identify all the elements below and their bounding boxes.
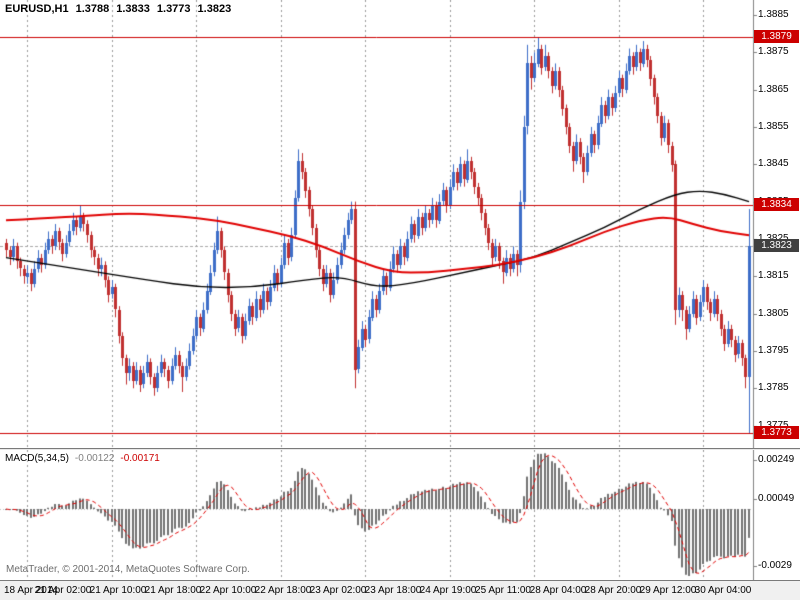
price-axis-label: 1.3785 — [758, 382, 789, 394]
price-axis-label: 1.3845 — [758, 158, 789, 170]
macd-name-label: MACD(5,34,5) — [5, 453, 69, 464]
price-axis-label: 1.3775 — [758, 420, 789, 432]
price-axis-label: 1.3865 — [758, 83, 789, 95]
time-axis-label: 30 Apr 04:00 — [694, 585, 752, 596]
time-axis-label: 24 Apr 19:00 — [419, 585, 477, 596]
macd-indicator-label: MACD(5,34,5) -0.00122 -0.00171 — [5, 453, 166, 464]
time-axis-label: 28 Apr 04:00 — [529, 585, 587, 596]
time-axis-label: 22 Apr 10:00 — [199, 585, 257, 596]
price-axis-label: 1.3855 — [758, 120, 789, 132]
metatrader-watermark: MetaTrader, © 2001-2014, MetaQuotes Soft… — [6, 564, 250, 575]
chart-title: EURUSD,H1 1.3788 1.3833 1.3773 1.3823 — [5, 3, 238, 15]
macd-signal-value: -0.00171 — [120, 453, 160, 464]
ohlc-low-value: 1.3773 — [156, 3, 191, 15]
time-axis[interactable]: 18 Apr 2014 21 Apr 02:00 21 Apr 10:00 21 Ap… — [0, 580, 800, 600]
time-axis-label: 28 Apr 20:00 — [584, 585, 642, 596]
macd-axis-label: 0.00049 — [758, 493, 795, 505]
macd-value-axis[interactable]: 0.00249 0.00049 -0.0029 — [753, 450, 800, 580]
price-axis-label: 1.3795 — [758, 344, 789, 356]
price-axis-label: 1.3825 — [758, 233, 789, 245]
time-axis-label: 23 Apr 02:00 — [309, 585, 367, 596]
time-axis-label: 23 Apr 18:00 — [364, 585, 422, 596]
ohlc-high-value: 1.3833 — [116, 3, 150, 15]
time-axis-label: 22 Apr 18:00 — [254, 585, 312, 596]
price-axis-label: 1.3885 — [758, 8, 789, 20]
macd-axis-label: 0.00249 — [758, 453, 795, 465]
symbol-timeframe-label: EURUSD,H1 — [5, 3, 69, 15]
price-axis-label: 1.3875 — [758, 46, 789, 58]
price-axis-label: 1.3805 — [758, 307, 789, 319]
current-price-badge: 1.3823 — [754, 239, 799, 253]
ohlc-open-value: 1.3788 — [75, 3, 110, 15]
macd-axis-label: -0.0029 — [758, 560, 792, 572]
time-axis-label: 21 Apr 02:00 — [34, 585, 92, 596]
time-axis-label: 18 Apr 2014 — [4, 585, 58, 596]
price-level-badge: 1.3879 — [754, 30, 799, 44]
price-axis[interactable]: 1.38851.38751.38651.38551.38451.38351.38… — [753, 0, 800, 448]
ohlc-close-value: 1.3823 — [197, 3, 232, 15]
time-axis-label: 21 Apr 10:00 — [89, 585, 147, 596]
time-axis-label: 25 Apr 11:00 — [475, 585, 531, 596]
macd-chart-canvas[interactable] — [0, 450, 800, 580]
price-level-badge: 1.3773 — [754, 426, 799, 440]
macd-main-value: -0.00122 — [74, 453, 115, 464]
price-level-badge: 1.3834 — [754, 198, 799, 212]
time-axis-label: 29 Apr 12:00 — [639, 585, 697, 596]
price-axis-label: 1.3815 — [758, 270, 789, 282]
panel-splitter[interactable] — [0, 448, 800, 450]
main-chart-canvas[interactable] — [0, 0, 800, 448]
time-axis-label: 21 Apr 18:00 — [144, 585, 202, 596]
